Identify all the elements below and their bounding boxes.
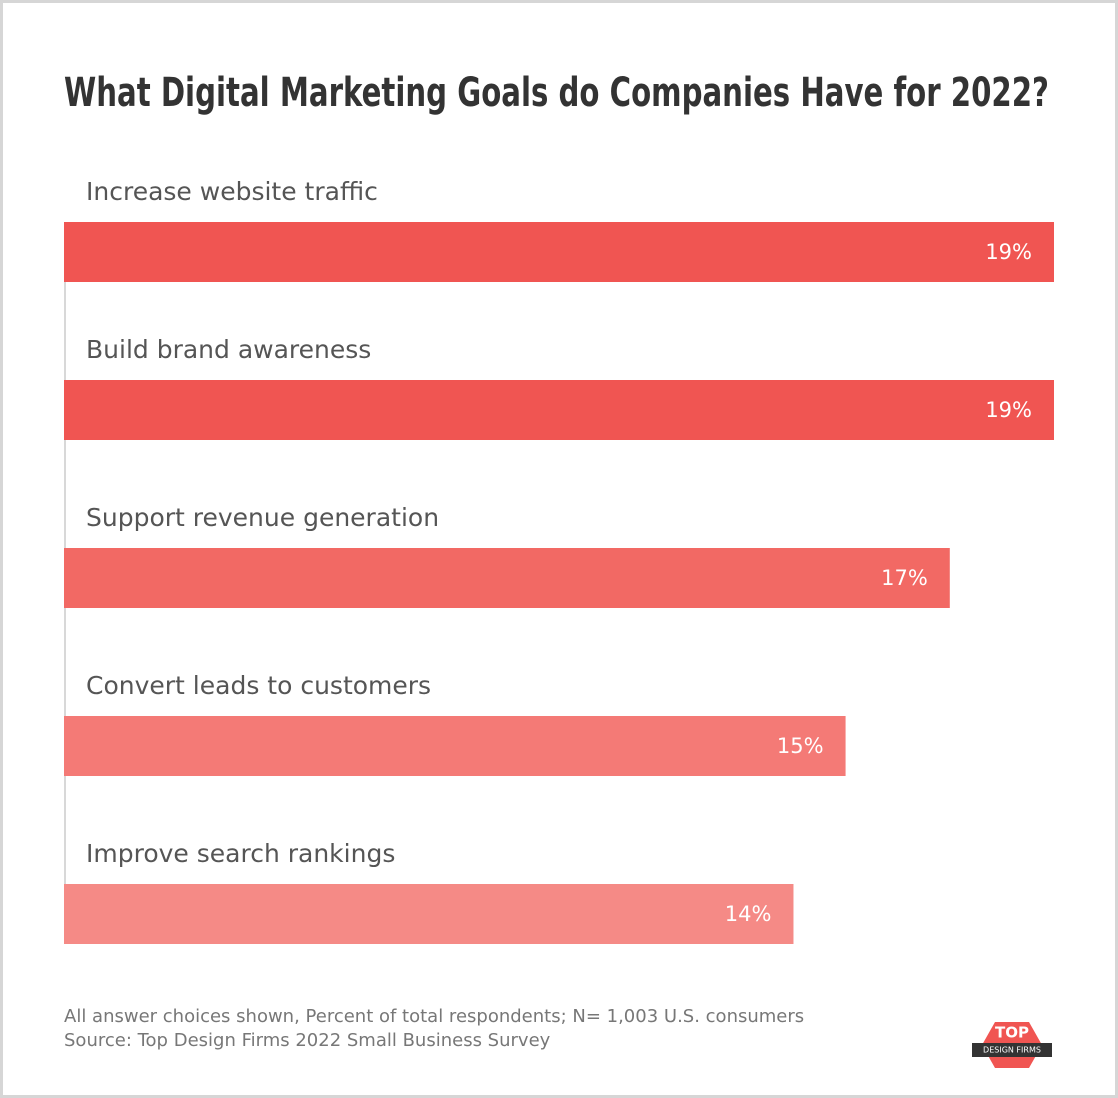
footnote: All answer choices shown, Percent of tot… [64, 1006, 804, 1027]
category-label: Convert leads to customers [86, 671, 431, 700]
value-label: 15% [777, 734, 824, 758]
value-label: 14% [725, 902, 772, 926]
logo-ribbon [972, 1043, 1052, 1057]
logo: TOP DESIGN FIRMS [972, 1022, 1052, 1068]
category-label: Improve search rankings [86, 839, 395, 868]
source: Source: Top Design Firms 2022 Small Busi… [64, 1030, 551, 1051]
bar [64, 716, 846, 776]
bar [64, 884, 794, 944]
bar [64, 380, 1054, 440]
chart-title: What Digital Marketing Goals do Companie… [64, 70, 1049, 116]
bar [64, 548, 950, 608]
category-label: Build brand awareness [86, 335, 371, 364]
value-label: 17% [881, 566, 928, 590]
logo-text: TOP [995, 1024, 1029, 1042]
value-label: 19% [985, 398, 1032, 422]
category-label: Support revenue generation [86, 503, 439, 532]
category-label: Increase website traffic [86, 177, 378, 206]
bar [64, 222, 1054, 282]
logo-subtext: DESIGN FIRMS [983, 1046, 1041, 1055]
value-label: 19% [985, 240, 1032, 264]
